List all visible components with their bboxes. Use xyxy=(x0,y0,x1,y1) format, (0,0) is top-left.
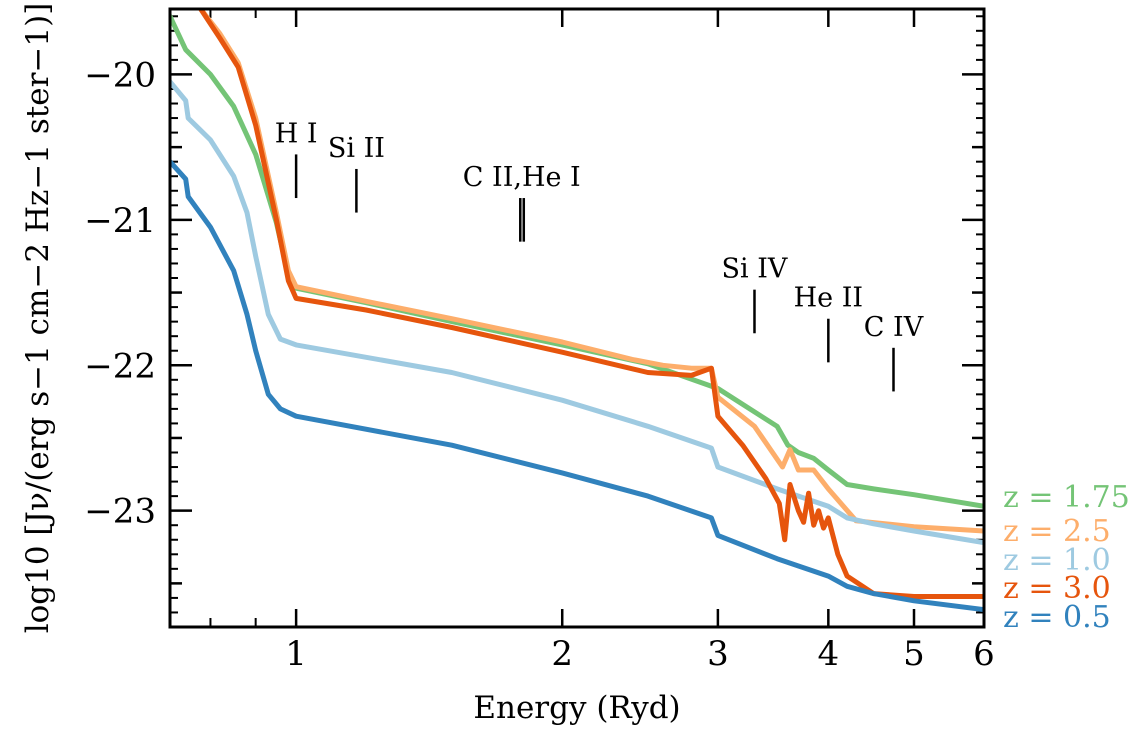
x-tick-label: 5 xyxy=(903,634,925,674)
y-tick-label: −23 xyxy=(84,492,156,532)
ion-label: H I xyxy=(275,118,318,149)
x-tick-label: 6 xyxy=(973,634,995,674)
ion-label: C II,He I xyxy=(463,162,581,193)
y-tick-label: −21 xyxy=(84,201,156,241)
series-line xyxy=(170,13,984,509)
legend-entry: z = 2.5 xyxy=(1003,514,1111,549)
legend-entry: z = 1.75 xyxy=(1003,480,1130,515)
plot-frame xyxy=(168,7,986,629)
y-axis-label: log10 [Jν/(erg s−1 cm−2 Hz−1 ster−1)] xyxy=(20,3,56,634)
ion-label: C IV xyxy=(864,312,924,343)
x-tick-label: 3 xyxy=(707,634,729,674)
ion-label: He II xyxy=(794,283,863,314)
legend-entry: z = 0.5 xyxy=(1003,600,1111,635)
series-line xyxy=(198,9,984,599)
y-tick-label: −20 xyxy=(84,55,156,95)
ion-label: Si IV xyxy=(722,254,788,285)
legend: z = 1.75z = 2.5z = 1.0z = 3.0z = 0.5 xyxy=(1003,480,1130,635)
x-tick-label: 2 xyxy=(551,634,573,674)
tick-labels: 1 2 3 4 5 6 −20 −21 −22 −23 xyxy=(84,55,995,674)
legend-entry: z = 1.0 xyxy=(1003,543,1111,578)
y-tick-label: −22 xyxy=(84,346,156,386)
axis-ticks xyxy=(170,9,986,628)
ion-label: Si II xyxy=(328,133,385,164)
x-tick-label: 1 xyxy=(285,634,307,674)
series-layer xyxy=(170,9,984,613)
x-tick-label: 4 xyxy=(818,634,840,674)
x-axis-label: Energy (Ryd) xyxy=(473,690,680,726)
series-line xyxy=(198,9,984,534)
series-line xyxy=(170,79,984,546)
legend-entry: z = 3.0 xyxy=(1003,571,1111,606)
series-line xyxy=(170,159,984,613)
